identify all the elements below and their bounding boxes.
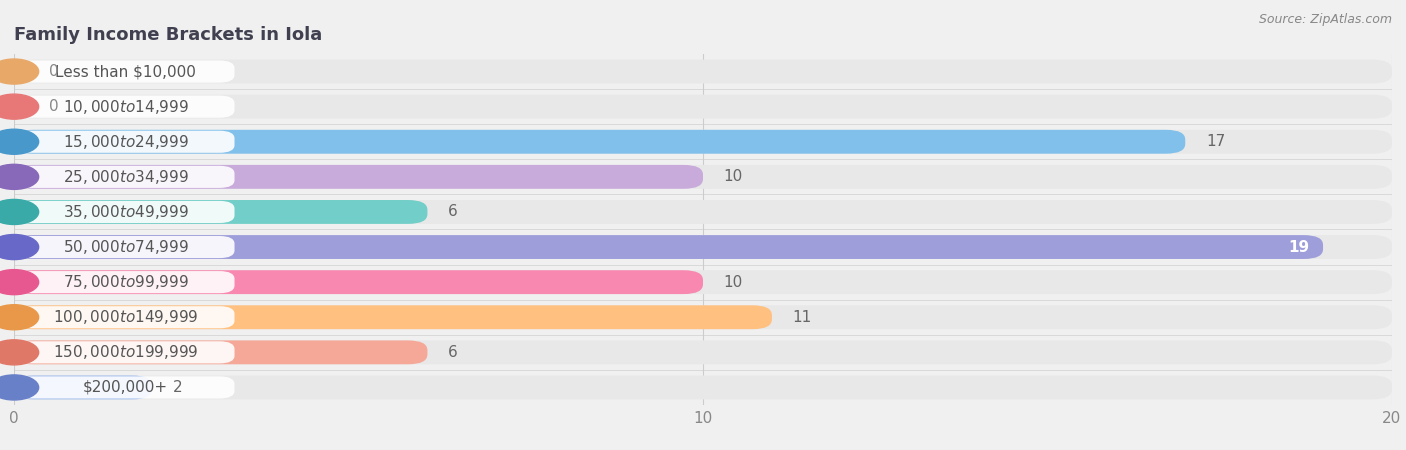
FancyBboxPatch shape: [17, 271, 235, 293]
Text: $200,000+: $200,000+: [83, 380, 169, 395]
Circle shape: [0, 340, 38, 365]
FancyBboxPatch shape: [14, 375, 1392, 400]
FancyBboxPatch shape: [17, 201, 235, 223]
FancyBboxPatch shape: [14, 375, 152, 400]
Text: 6: 6: [449, 204, 458, 220]
Circle shape: [0, 305, 38, 330]
Text: 10: 10: [724, 274, 742, 290]
FancyBboxPatch shape: [14, 130, 1185, 154]
Text: 2: 2: [173, 380, 183, 395]
Circle shape: [0, 270, 38, 295]
FancyBboxPatch shape: [14, 200, 427, 224]
Circle shape: [0, 129, 38, 154]
FancyBboxPatch shape: [14, 200, 1392, 224]
Text: $100,000 to $149,999: $100,000 to $149,999: [53, 308, 198, 326]
FancyBboxPatch shape: [14, 270, 703, 294]
Circle shape: [0, 164, 38, 189]
Text: $10,000 to $14,999: $10,000 to $14,999: [63, 98, 188, 116]
FancyBboxPatch shape: [14, 270, 1392, 294]
Text: $15,000 to $24,999: $15,000 to $24,999: [63, 133, 188, 151]
FancyBboxPatch shape: [17, 130, 235, 153]
Circle shape: [0, 234, 38, 260]
FancyBboxPatch shape: [17, 95, 235, 118]
Text: 0: 0: [48, 99, 58, 114]
Text: $35,000 to $49,999: $35,000 to $49,999: [63, 203, 188, 221]
FancyBboxPatch shape: [14, 235, 1323, 259]
FancyBboxPatch shape: [17, 306, 235, 328]
FancyBboxPatch shape: [14, 340, 1392, 364]
FancyBboxPatch shape: [17, 166, 235, 188]
Text: $25,000 to $34,999: $25,000 to $34,999: [63, 168, 188, 186]
FancyBboxPatch shape: [14, 59, 1392, 84]
Circle shape: [0, 199, 38, 225]
Text: 19: 19: [1288, 239, 1309, 255]
FancyBboxPatch shape: [17, 236, 235, 258]
Text: Source: ZipAtlas.com: Source: ZipAtlas.com: [1258, 14, 1392, 27]
FancyBboxPatch shape: [17, 376, 235, 399]
Circle shape: [0, 375, 38, 400]
FancyBboxPatch shape: [14, 94, 1392, 119]
Text: 0: 0: [48, 64, 58, 79]
Text: 17: 17: [1206, 134, 1225, 149]
FancyBboxPatch shape: [14, 340, 427, 364]
FancyBboxPatch shape: [17, 341, 235, 364]
FancyBboxPatch shape: [14, 305, 1392, 329]
FancyBboxPatch shape: [14, 235, 1392, 259]
FancyBboxPatch shape: [14, 305, 772, 329]
Text: Less than $10,000: Less than $10,000: [55, 64, 195, 79]
Text: $75,000 to $99,999: $75,000 to $99,999: [63, 273, 188, 291]
FancyBboxPatch shape: [14, 130, 1392, 154]
Text: $50,000 to $74,999: $50,000 to $74,999: [63, 238, 188, 256]
Text: 11: 11: [793, 310, 811, 325]
Circle shape: [0, 94, 38, 119]
Text: $150,000 to $199,999: $150,000 to $199,999: [53, 343, 198, 361]
Text: 6: 6: [449, 345, 458, 360]
Circle shape: [0, 59, 38, 84]
FancyBboxPatch shape: [17, 60, 235, 83]
Text: 10: 10: [724, 169, 742, 184]
Text: Family Income Brackets in Iola: Family Income Brackets in Iola: [14, 26, 322, 44]
FancyBboxPatch shape: [14, 165, 703, 189]
FancyBboxPatch shape: [14, 165, 1392, 189]
